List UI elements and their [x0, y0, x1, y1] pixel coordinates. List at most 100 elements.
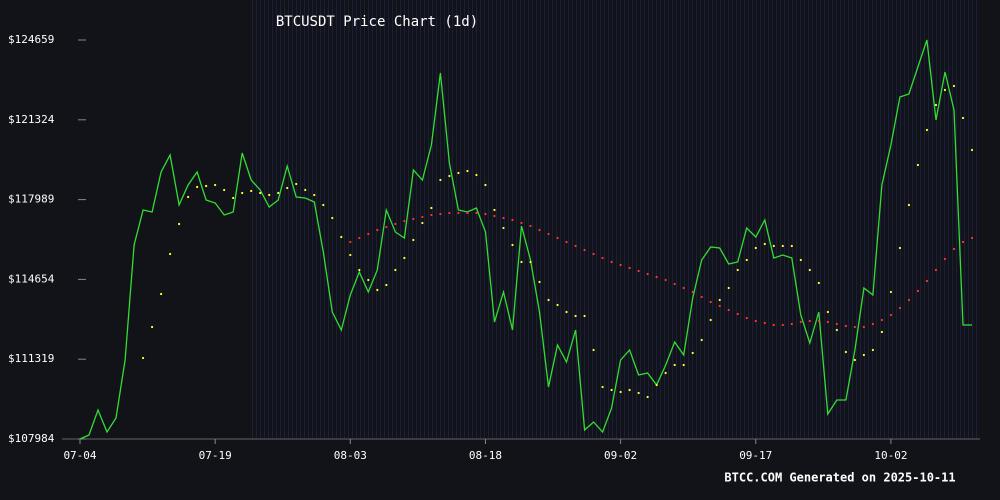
ma-dot [646, 395, 649, 399]
ma-dot [655, 275, 658, 279]
ma-dot [673, 282, 676, 286]
ma-dot [277, 191, 280, 195]
ma-dot [601, 256, 604, 260]
ma-dot [736, 268, 739, 272]
ma-dot [403, 256, 406, 260]
ma-dot [358, 268, 361, 272]
ma-dot [538, 228, 541, 232]
ma-dot [223, 188, 226, 192]
ma-dot [547, 298, 550, 302]
ma-dot [421, 221, 424, 225]
ma-dot [159, 292, 163, 296]
ma-dot [601, 385, 604, 389]
y-tick-label: $117989 [8, 193, 54, 206]
ma-dot [430, 206, 433, 210]
ma-dot [169, 252, 172, 256]
x-tick-label: 08-03 [334, 449, 367, 462]
ma-dot [583, 314, 586, 318]
ma-dot [457, 171, 460, 175]
ma-dot [394, 222, 397, 226]
ma-dot [637, 391, 640, 395]
ma-dot [970, 236, 974, 240]
ma-dot [700, 295, 703, 299]
ma-dot [772, 323, 775, 327]
ma-dot [475, 211, 478, 215]
ma-dot [286, 186, 289, 190]
ma-dot [574, 244, 577, 248]
ma-dot [502, 226, 505, 230]
ma-dot [799, 258, 802, 262]
ma-dot [241, 191, 244, 195]
ma-dot [196, 185, 199, 189]
ma-dot [871, 322, 874, 326]
x-tick-label: 09-02 [604, 449, 637, 462]
ma-dot [538, 280, 541, 284]
ma-dot [736, 312, 739, 316]
ma-dot [862, 353, 865, 357]
x-tick-label: 09-17 [739, 449, 772, 462]
ma-dot [880, 330, 883, 334]
ma-dot [826, 310, 829, 314]
ma-dot [250, 189, 253, 193]
ma-dot [448, 211, 451, 215]
ma-dot [358, 236, 361, 240]
ma-dot [925, 279, 929, 283]
ma-dot [529, 224, 532, 228]
ma-dot [511, 243, 514, 247]
ma-dot [547, 232, 550, 236]
ma-dot [907, 203, 911, 207]
ma-dot [349, 253, 352, 257]
ma-dot [592, 252, 595, 256]
footer: BTCC.COM Generated on 2025-10-11 [724, 471, 955, 485]
ma-dot [826, 320, 829, 324]
ma-dot [754, 246, 757, 250]
ma-dot [727, 308, 730, 312]
ma-dot [205, 184, 208, 188]
ma-dot [871, 348, 874, 352]
ma-dot [853, 358, 856, 362]
ma-dot [313, 193, 316, 197]
ma-dot [655, 383, 658, 387]
ma-dot [907, 298, 911, 302]
ma-dot [916, 163, 920, 167]
ma-dot [178, 222, 181, 226]
ma-dot [376, 228, 379, 232]
ma-dot [934, 103, 938, 107]
ma-dot [583, 248, 586, 252]
ma-dot [790, 244, 793, 248]
ma-dot [952, 247, 956, 251]
ma-dot [700, 338, 703, 342]
ma-dot [385, 225, 388, 229]
ma-dot [808, 319, 811, 323]
ma-dot [835, 322, 838, 326]
ma-dot [322, 203, 325, 207]
ma-dot [493, 208, 496, 212]
ma-dot [628, 266, 631, 270]
ma-dot [682, 363, 685, 367]
ma-dot [763, 321, 766, 325]
ma-dot [844, 324, 847, 328]
ma-dot [763, 242, 766, 246]
ma-dot [943, 257, 947, 261]
ma-dot [484, 183, 487, 187]
ma-dot [889, 290, 893, 294]
ma-dot [799, 320, 802, 324]
ma-dot [448, 174, 451, 178]
ma-dot [457, 211, 460, 215]
chart-title: BTCUSDT Price Chart (1d) [276, 14, 478, 30]
ma-dot [502, 216, 505, 220]
ma-dot [484, 212, 487, 216]
ma-dot [367, 232, 370, 236]
ma-dot [772, 244, 775, 248]
ma-dot [385, 283, 388, 287]
ma-dot [691, 290, 694, 294]
ma-dot [646, 272, 649, 276]
ma-dot [439, 178, 442, 182]
ma-dot [421, 215, 424, 219]
ma-dot [862, 325, 865, 329]
ma-dot [592, 348, 595, 352]
ma-dot [817, 281, 820, 285]
ma-dot [349, 240, 352, 244]
ma-dot [781, 244, 784, 248]
